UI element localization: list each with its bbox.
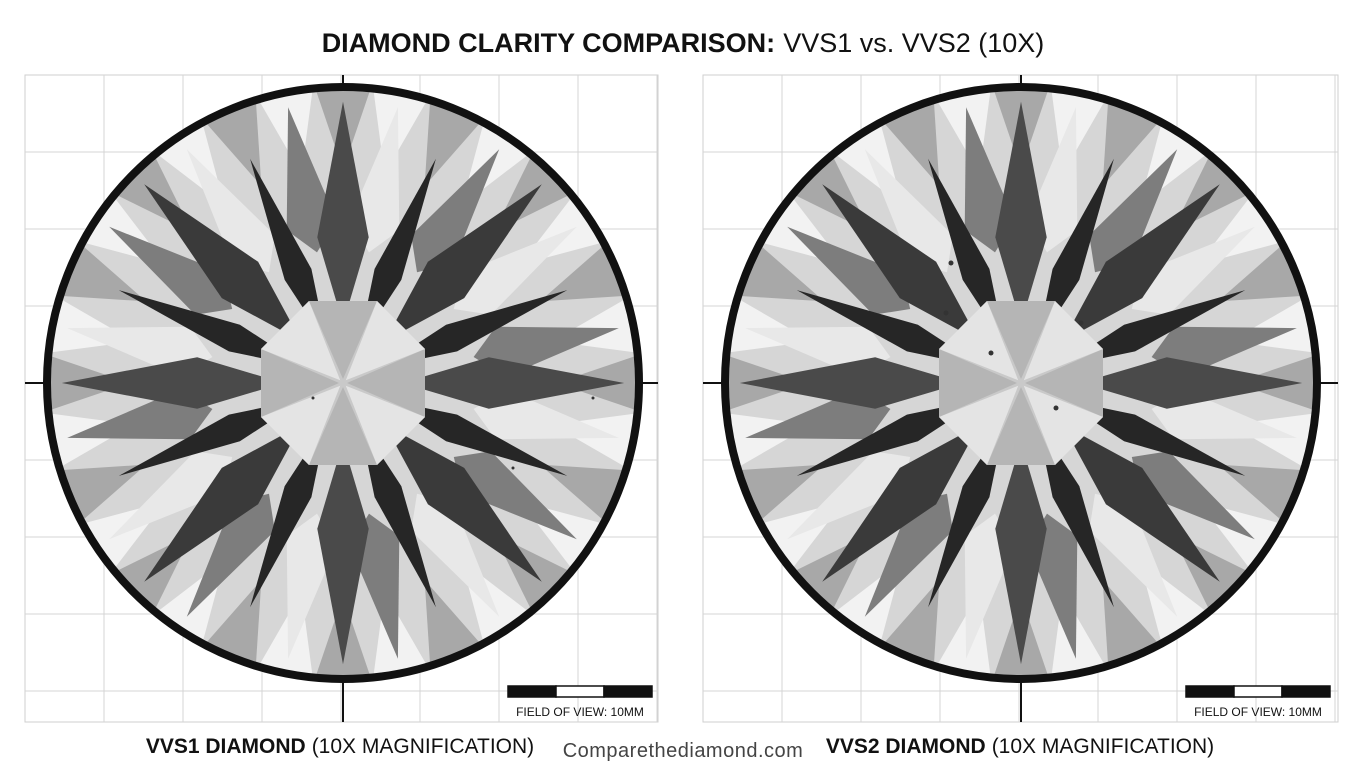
facet <box>402 357 625 409</box>
scale-bar <box>603 685 653 698</box>
inclusion <box>311 396 315 400</box>
panel <box>702 74 1339 723</box>
facet <box>987 301 1055 379</box>
facet <box>186 493 275 617</box>
facet <box>345 385 425 465</box>
facet <box>261 349 339 417</box>
facet <box>384 184 542 342</box>
facet <box>144 424 302 582</box>
facet <box>384 424 542 582</box>
facet <box>939 385 1019 465</box>
facet <box>309 387 377 465</box>
facet <box>822 424 980 582</box>
facet <box>1131 226 1255 315</box>
facet <box>822 184 980 342</box>
facet <box>1080 357 1303 409</box>
watermark: Comparethediamond.com <box>563 740 804 762</box>
facet <box>358 421 436 608</box>
facet <box>939 349 1017 417</box>
scale-caption: FIELD OF VIEW: 10MM <box>1194 705 1322 719</box>
facet <box>1062 184 1220 342</box>
label-bold: VVS1 DIAMOND <box>146 735 306 758</box>
title: DIAMOND CLARITY COMPARISON: VVS1 vs. VVS2… <box>322 28 1045 58</box>
panel-label: VVS2 DIAMOND (10X MAGNIFICATION) <box>826 735 1214 758</box>
facet <box>261 385 341 465</box>
label-light: (10X MAGNIFICATION) <box>312 735 534 758</box>
facet <box>381 290 568 368</box>
facet <box>928 158 1006 345</box>
facet <box>1023 301 1103 381</box>
facet <box>144 184 302 342</box>
inclusion <box>511 466 515 470</box>
scale-bar <box>1185 685 1235 698</box>
facet <box>995 442 1047 665</box>
facet <box>345 301 425 381</box>
inclusion <box>943 310 949 316</box>
facet <box>864 493 953 617</box>
facet <box>261 301 341 381</box>
facet <box>411 493 500 617</box>
scale-bar <box>1281 685 1331 698</box>
inclusion <box>948 260 954 266</box>
facet <box>118 290 305 368</box>
facet <box>1059 398 1246 476</box>
title-bold: DIAMOND CLARITY COMPARISON: <box>322 28 776 58</box>
facet <box>358 158 436 345</box>
facet <box>1089 149 1178 273</box>
facet <box>250 158 328 345</box>
facet <box>186 149 275 273</box>
inclusion <box>1078 320 1084 326</box>
title-light: VVS1 vs. VVS2 (10X) <box>783 28 1044 58</box>
facet <box>739 357 962 409</box>
facet <box>109 451 233 540</box>
facet <box>796 398 983 476</box>
facet <box>453 451 577 540</box>
facet <box>250 421 328 608</box>
facet <box>928 421 1006 608</box>
scale-bar <box>1233 685 1283 698</box>
facet <box>1036 421 1114 608</box>
facet <box>1023 385 1103 465</box>
inclusion <box>591 396 595 400</box>
facet <box>411 149 500 273</box>
scale-bar <box>507 685 557 698</box>
inclusion <box>1053 405 1059 411</box>
facet <box>317 442 369 665</box>
facet <box>1025 349 1103 417</box>
facet <box>317 101 369 324</box>
facet <box>381 398 568 476</box>
facet <box>109 226 233 315</box>
facet <box>309 301 377 379</box>
panel-label: VVS1 DIAMOND (10X MAGNIFICATION) <box>146 735 534 758</box>
facet <box>1089 493 1178 617</box>
scale-caption: FIELD OF VIEW: 10MM <box>516 705 644 719</box>
facet <box>1131 451 1255 540</box>
label-light: (10X MAGNIFICATION) <box>992 735 1214 758</box>
facet <box>796 290 983 368</box>
facet <box>118 398 305 476</box>
diamond <box>47 87 639 679</box>
facet <box>61 357 284 409</box>
panel <box>24 74 659 723</box>
facet <box>995 101 1047 324</box>
facet <box>939 301 1019 381</box>
facet <box>347 349 425 417</box>
facet <box>1059 290 1246 368</box>
facet <box>453 226 577 315</box>
facet <box>787 451 911 540</box>
facet <box>987 387 1055 465</box>
facet <box>864 149 953 273</box>
scale-bar <box>555 685 605 698</box>
label-bold: VVS2 DIAMOND <box>826 735 986 758</box>
facet <box>787 226 911 315</box>
diamond-outline <box>43 83 643 683</box>
diamond-outline <box>721 83 1321 683</box>
inclusion <box>988 350 994 356</box>
facet <box>1036 158 1114 345</box>
facet <box>1062 424 1220 582</box>
